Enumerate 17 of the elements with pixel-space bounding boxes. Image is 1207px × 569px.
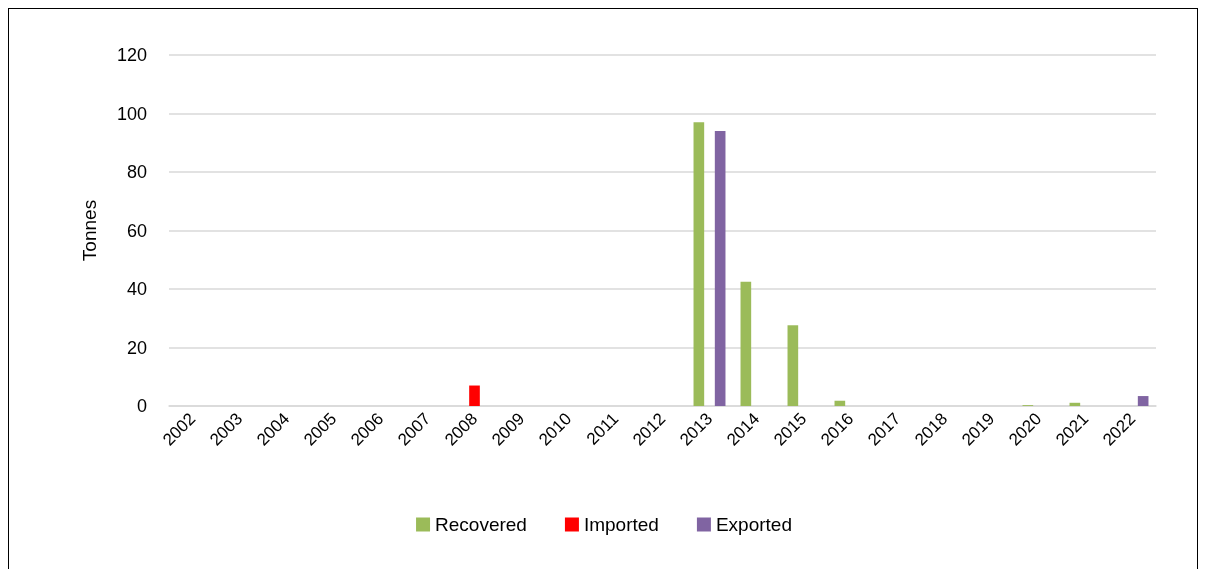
y-tick-label: 60: [126, 220, 147, 241]
legend-label: Imported: [583, 514, 659, 535]
bar: [787, 325, 799, 406]
bar: [740, 281, 752, 406]
y-axis-title: Tonnes: [79, 199, 100, 262]
y-tick-label: 120: [116, 45, 147, 65]
bar: [714, 131, 726, 406]
bar: [693, 122, 705, 406]
bar: [1137, 396, 1149, 406]
legend-label: Recovered: [435, 514, 527, 535]
y-tick-label: 0: [136, 396, 147, 416]
y-tick-label: 40: [126, 279, 147, 299]
y-tick-label: 20: [126, 337, 147, 358]
legend-label: Exported: [715, 514, 792, 535]
y-tick-label: 80: [126, 162, 147, 182]
bar: [469, 385, 480, 406]
y-tick-label: 100: [116, 103, 147, 124]
